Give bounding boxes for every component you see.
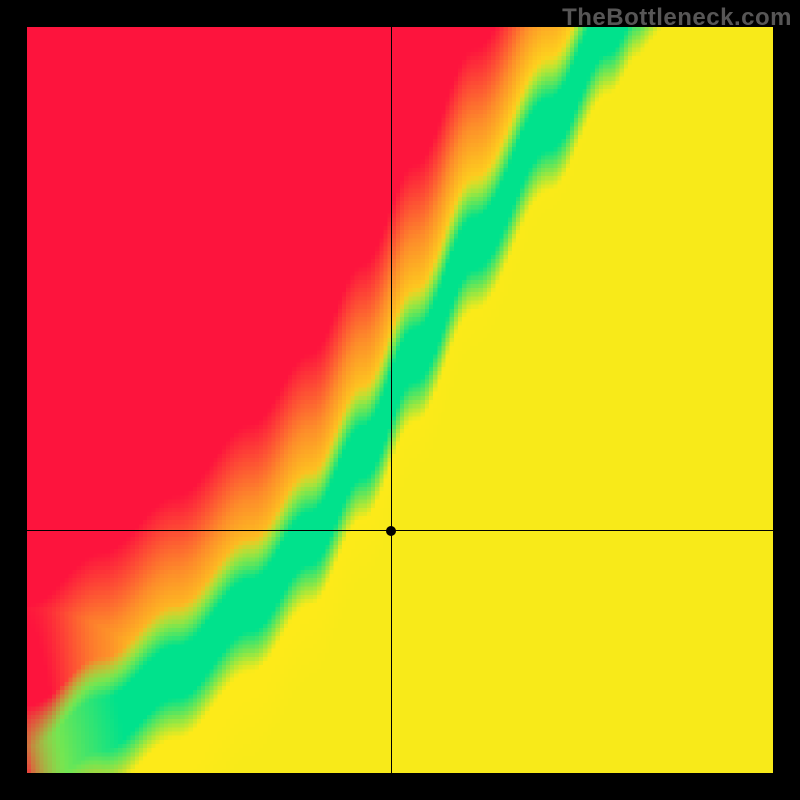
crosshair-vertical-line <box>391 27 392 773</box>
watermark-text: TheBottleneck.com <box>562 4 792 32</box>
crosshair-horizontal-line <box>27 530 773 531</box>
bottleneck-heatmap <box>27 27 773 773</box>
crosshair-marker-dot <box>386 526 396 536</box>
